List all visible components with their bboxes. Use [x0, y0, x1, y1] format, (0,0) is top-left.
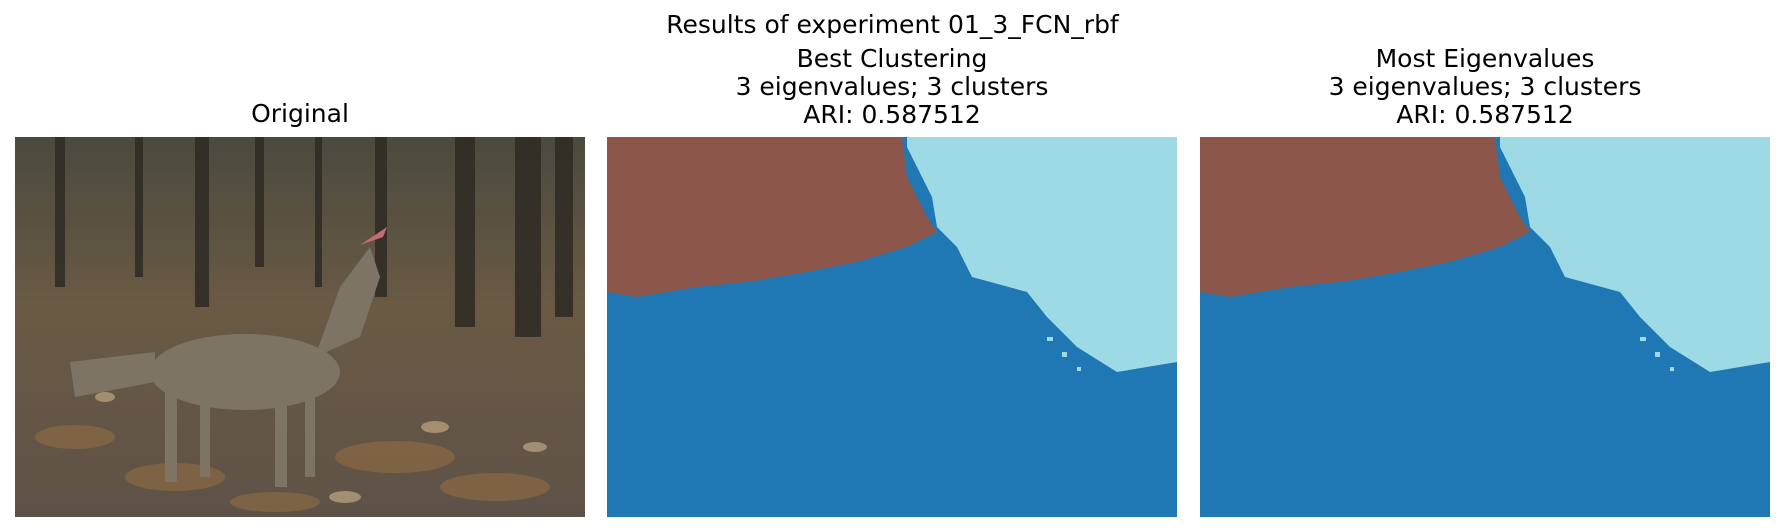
original-image	[15, 137, 585, 517]
title-line: ARI: 0.587512	[803, 100, 981, 129]
panel-title-best-clustering: Best Clustering 3 eigenvalues; 3 cluster…	[607, 45, 1177, 129]
cluster-region-brown	[607, 137, 937, 297]
cluster-region-brown	[1200, 137, 1530, 297]
most-eigenvalues-image	[1200, 137, 1770, 517]
cluster-region-light-blue	[1500, 137, 1770, 372]
cluster-region-light-blue	[907, 137, 1177, 372]
panel-title-original: Original	[15, 100, 585, 128]
panel-title-most-eigenvalues: Most Eigenvalues 3 eigenvalues; 3 cluste…	[1200, 45, 1770, 129]
cluster-noise	[1047, 327, 1117, 371]
figure-suptitle: Results of experiment 01_3_FCN_rbf	[666, 10, 1119, 39]
cluster-noise	[1640, 327, 1710, 371]
title-line: 3 eigenvalues; 3 clusters	[1328, 72, 1642, 101]
title-line: Best Clustering	[796, 44, 988, 73]
title-line: Most Eigenvalues	[1375, 44, 1595, 73]
coyote-shape	[70, 247, 380, 487]
title-line: 3 eigenvalues; 3 clusters	[735, 72, 1049, 101]
best-clustering-image	[607, 137, 1177, 517]
title-line: ARI: 0.587512	[1396, 100, 1574, 129]
title-line: Original	[251, 99, 349, 128]
